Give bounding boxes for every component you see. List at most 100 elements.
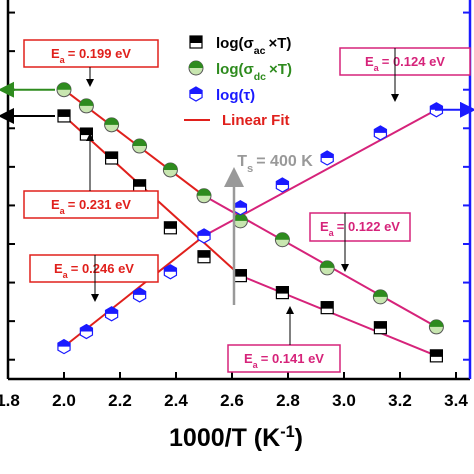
- transition-label-main: T: [237, 153, 247, 170]
- marker-fill: [275, 232, 290, 240]
- legend-label: Linear Fit: [222, 112, 290, 129]
- data-point: [233, 200, 248, 216]
- legend-label-after: ×T): [269, 61, 292, 78]
- marker-fill: [374, 125, 387, 133]
- marker-fill: [164, 221, 177, 229]
- annotation-box: [23, 39, 159, 68]
- annotation-box: [227, 344, 341, 373]
- marker-fill: [79, 98, 94, 106]
- annotation-label-main: E: [51, 197, 60, 212]
- data-point: [104, 117, 120, 133]
- data-point: [275, 286, 289, 300]
- annotation-label: Ea = 0.231 eV: [51, 197, 131, 216]
- marker-fill: [276, 177, 289, 185]
- x-axis-label: 1000/T (K-1): [169, 423, 303, 452]
- data-point: [428, 319, 444, 335]
- data-point: [57, 109, 71, 123]
- data-point: [133, 179, 147, 193]
- annotation-box: [339, 47, 471, 76]
- x-tick-label: 3.0: [332, 391, 356, 410]
- x-tick-label: 2.4: [164, 391, 188, 410]
- data-point: [197, 250, 211, 264]
- legend-marker: [188, 60, 204, 76]
- marker-fill: [276, 286, 289, 294]
- data-point: [78, 98, 94, 114]
- marker-fill: [163, 162, 178, 170]
- legend-label-after: ×T): [268, 35, 291, 52]
- transition-label-sub: s: [247, 163, 253, 175]
- fit-line: [240, 274, 437, 357]
- marker-fill: [373, 289, 388, 297]
- legend-label: log(σdc ×T): [216, 61, 292, 83]
- marker-fill: [164, 264, 177, 272]
- data-point: [163, 221, 177, 235]
- annotation-label-after: = 0.199 eV: [68, 46, 132, 61]
- annotation-label-after: = 0.122 eV: [337, 219, 401, 234]
- x-tick-label: 2.8: [276, 391, 300, 410]
- annotation-label-main: E: [51, 46, 60, 61]
- marker-fill: [105, 151, 118, 159]
- annotation-box: [29, 254, 159, 283]
- data-point: [275, 177, 290, 193]
- data-point: [372, 289, 388, 305]
- legend-label: log(τ): [216, 87, 255, 104]
- annotation-label-main: E: [54, 261, 63, 276]
- data-point: [104, 306, 119, 322]
- x-tick-label: 2.6: [220, 391, 244, 410]
- marker-fill: [105, 306, 118, 314]
- annotation-label-sub: a: [63, 270, 69, 280]
- data-point: [196, 188, 212, 204]
- x-axis-label-main: 1000/T (K: [169, 424, 280, 452]
- x-tick-label: 3.4: [444, 391, 468, 410]
- annotation-label: Ea = 0.246 eV: [54, 261, 134, 280]
- data-point: [319, 260, 335, 276]
- legend-label-sub: dc: [254, 71, 266, 83]
- transition-label-after: = 400 K: [256, 153, 313, 170]
- marker-fill: [429, 319, 444, 327]
- marker-fill: [198, 250, 210, 258]
- x-tick-label: 3.2: [388, 391, 412, 410]
- marker-fill: [430, 349, 443, 357]
- marker-fill: [80, 128, 93, 136]
- marker-fill: [320, 260, 335, 268]
- marker-fill: [132, 139, 147, 147]
- annotation-label-after: = 0.231 eV: [68, 197, 132, 212]
- annotation-label-sub: a: [329, 228, 335, 238]
- data-point: [56, 82, 72, 98]
- annotation-box: [23, 190, 159, 219]
- annotation-label-sub: a: [253, 360, 259, 370]
- data-point: [57, 338, 71, 355]
- data-point: [232, 213, 248, 229]
- marker-fill: [190, 36, 202, 43]
- transition-label: Ts = 400 K: [237, 153, 313, 175]
- annotation-label-sub: a: [60, 55, 66, 65]
- data-point: [373, 125, 388, 141]
- marker-fill: [430, 102, 443, 110]
- marker-fill: [57, 82, 71, 90]
- legend-label: log(σac ×T): [216, 35, 291, 57]
- x-axis-label-after: ): [295, 424, 303, 452]
- annotation-label-sub: a: [60, 206, 66, 216]
- marker-fill: [197, 228, 211, 236]
- marker-fill: [233, 213, 248, 221]
- marker-fill: [104, 117, 119, 125]
- annotation-label: Ea = 0.141 eV: [244, 351, 324, 370]
- marker-fill: [58, 109, 70, 117]
- x-tick-label: 2.2: [108, 391, 132, 410]
- marker-fill: [57, 339, 71, 347]
- data-point: [79, 323, 94, 340]
- legend-label-main: log(σ: [216, 35, 254, 52]
- marker-fill: [80, 324, 93, 332]
- x-tick-label: 2.0: [52, 391, 76, 410]
- annotation-label-after: = 0.124 eV: [382, 54, 446, 69]
- legend-marker: [189, 86, 203, 102]
- marker-fill: [234, 269, 247, 277]
- data-point: [233, 269, 247, 283]
- data-point: [320, 150, 334, 166]
- marker-fill: [189, 87, 203, 94]
- annotation-label: Ea = 0.199 eV: [51, 46, 131, 65]
- annotation-label: Ea = 0.122 eV: [320, 219, 400, 238]
- legend-label-main: log(τ): [216, 87, 255, 104]
- annotation-label-main: E: [365, 54, 374, 69]
- data-point: [373, 321, 387, 335]
